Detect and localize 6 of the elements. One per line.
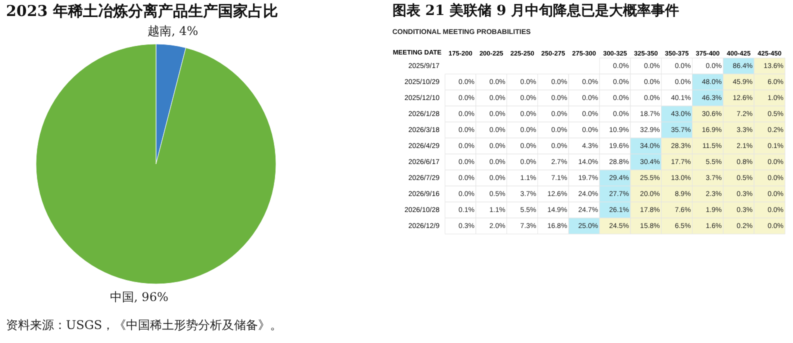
text: 资料来源：USGS，《中国稀土形势分析及储备》。 bbox=[6, 318, 282, 332]
slice-label: 越南, 4% bbox=[147, 24, 198, 38]
chart-title: 图表 21 美联储 9 月中旬降息已是大概率事件 bbox=[392, 2, 680, 19]
chart-title: 2023 年稀土冶炼分离产品生产国家占比 bbox=[6, 2, 278, 20]
pie-slice bbox=[36, 44, 276, 284]
slice-label: 中国, 96% bbox=[110, 290, 168, 304]
